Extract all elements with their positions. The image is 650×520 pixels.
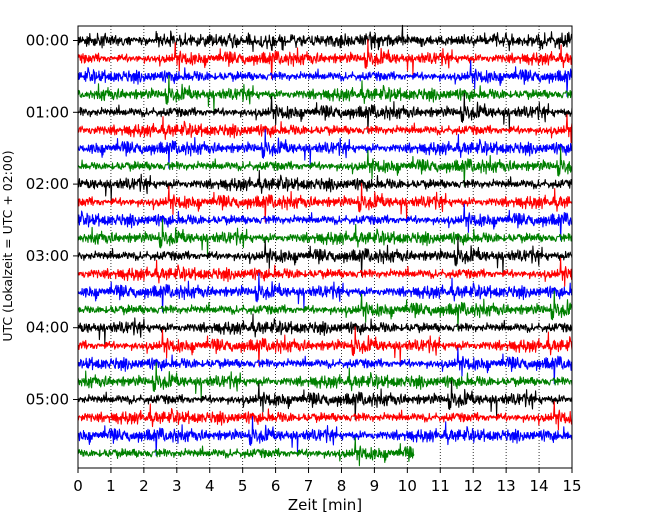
trace-row-11 bbox=[77, 218, 573, 255]
trace-row-22 bbox=[77, 416, 573, 456]
trace-row-21 bbox=[77, 401, 573, 431]
x-tick-label: 4 bbox=[205, 477, 215, 495]
x-tick-label: 7 bbox=[304, 477, 314, 495]
trace-row-23 bbox=[77, 437, 415, 467]
trace-row-13 bbox=[77, 257, 573, 287]
trace-row-4 bbox=[77, 93, 573, 133]
x-axis-label: Zeit [min] bbox=[288, 496, 362, 514]
x-tick-label: 9 bbox=[370, 477, 380, 495]
trace-rows bbox=[77, 24, 573, 467]
trace-row-17 bbox=[77, 326, 573, 367]
y-tick-label: 05:00 bbox=[26, 391, 69, 409]
trace-row-1 bbox=[77, 39, 573, 79]
plot-frame bbox=[77, 25, 573, 469]
x-tick-label: 12 bbox=[464, 477, 483, 495]
trace-row-18 bbox=[77, 347, 573, 385]
y-tick-label: 04:00 bbox=[26, 319, 69, 337]
y-axis-label: UTC (Lokalzeit = UTC + 02:00) bbox=[0, 150, 15, 341]
y-tick-label: 01:00 bbox=[26, 103, 69, 121]
x-tick-label: 0 bbox=[73, 477, 83, 495]
y-tick-label: 03:00 bbox=[26, 247, 69, 265]
trace-row-12 bbox=[77, 236, 573, 277]
trace-row-0 bbox=[77, 24, 573, 53]
trace-row-19 bbox=[77, 362, 573, 399]
trace-row-6 bbox=[77, 128, 573, 169]
trace-row-10 bbox=[77, 203, 573, 241]
x-tick-label: 6 bbox=[271, 477, 281, 495]
x-tick-label: 2 bbox=[139, 477, 149, 495]
x-tick-label: 5 bbox=[238, 477, 248, 495]
trace-row-15 bbox=[77, 290, 573, 331]
x-axis-ticks: 0 1 2 3 4 5 6 7 8 9 10 11 12 13 14 15 bbox=[73, 468, 582, 495]
trace-row-8 bbox=[77, 169, 573, 202]
trace-row-16 bbox=[77, 313, 573, 345]
y-axis-ticks: 00:00 01:00 02:00 03:00 04:00 05:00 bbox=[26, 32, 78, 409]
trace-row-2 bbox=[77, 60, 573, 97]
trace-row-5 bbox=[77, 113, 573, 144]
x-tick-label: 1 bbox=[106, 477, 116, 495]
trace-row-9 bbox=[77, 182, 573, 223]
y-tick-label: 00:00 bbox=[26, 32, 69, 50]
trace-row-20 bbox=[77, 380, 573, 421]
x-tick-label: 11 bbox=[431, 477, 450, 495]
x-tick-label: 13 bbox=[497, 477, 516, 495]
trace-row-3 bbox=[77, 75, 573, 112]
trace-row-14 bbox=[77, 272, 573, 313]
x-tick-label: 15 bbox=[562, 477, 581, 495]
trace-row-7 bbox=[77, 146, 573, 187]
x-tick-label: 10 bbox=[398, 477, 417, 495]
x-tick-label: 8 bbox=[337, 477, 347, 495]
x-tick-label: 14 bbox=[530, 477, 549, 495]
x-tick-label: 3 bbox=[172, 477, 182, 495]
y-tick-label: 02:00 bbox=[26, 175, 69, 193]
